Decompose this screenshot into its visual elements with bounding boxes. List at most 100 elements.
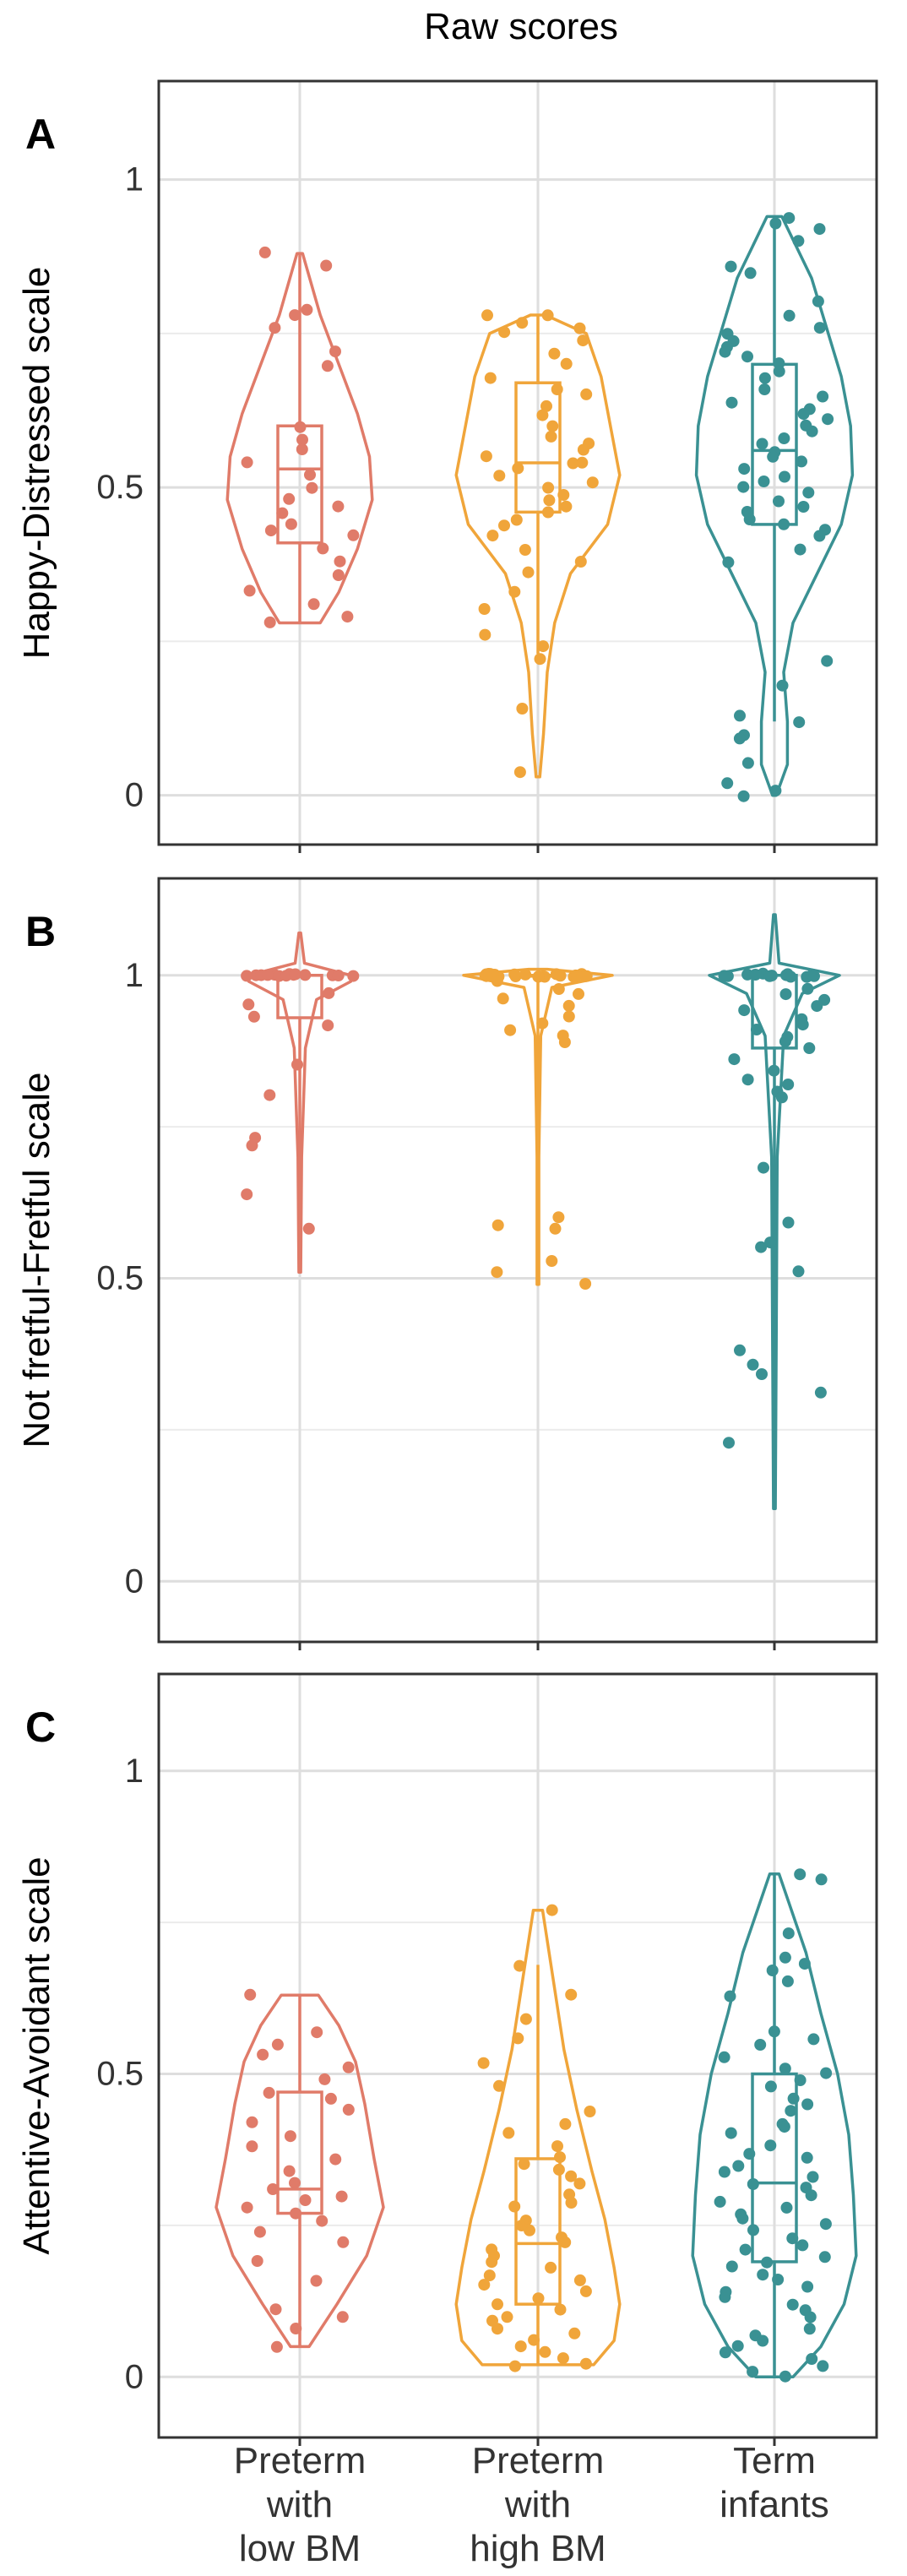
data-point xyxy=(290,2207,302,2220)
panel-border xyxy=(157,79,878,846)
data-point xyxy=(768,2025,780,2038)
box xyxy=(514,381,562,514)
data-point xyxy=(743,514,756,525)
data-point xyxy=(565,2197,578,2209)
data-point xyxy=(347,970,360,982)
panel-letter: B xyxy=(25,908,56,955)
panel-letter: C xyxy=(25,1704,56,1751)
data-point xyxy=(822,413,834,426)
y-tick-label: 0 xyxy=(125,1562,144,1600)
data-point xyxy=(478,603,491,615)
data-point xyxy=(329,2153,342,2166)
data-point xyxy=(299,969,312,981)
data-point xyxy=(306,481,318,494)
data-point xyxy=(776,679,789,692)
data-point xyxy=(552,983,565,995)
data-point xyxy=(573,2274,586,2286)
data-point xyxy=(276,507,289,519)
data-point xyxy=(785,970,797,983)
data-point xyxy=(741,351,753,363)
data-point xyxy=(794,2074,807,2086)
data-point xyxy=(318,2073,331,2085)
data-point xyxy=(571,970,583,982)
data-point xyxy=(814,1386,827,1399)
data-point xyxy=(335,2190,348,2203)
data-point xyxy=(244,1988,257,2001)
data-point xyxy=(778,518,790,530)
data-point xyxy=(299,2194,312,2206)
data-point xyxy=(757,2334,769,2347)
data-point xyxy=(301,303,313,316)
data-point xyxy=(271,2038,284,2051)
data-point xyxy=(320,259,333,272)
data-point xyxy=(818,2251,831,2264)
y-tick-label: 0 xyxy=(125,2358,144,2395)
data-point xyxy=(723,1437,735,1449)
data-point xyxy=(719,345,731,358)
data-point xyxy=(565,2170,578,2182)
data-point xyxy=(486,2256,498,2269)
data-point xyxy=(783,309,796,322)
data-point xyxy=(258,246,271,258)
data-point xyxy=(323,986,335,999)
data-point xyxy=(586,476,599,489)
x-tick-label-line: Preterm xyxy=(234,2440,366,2481)
data-point xyxy=(779,1951,791,1964)
data-point xyxy=(565,1988,578,2001)
data-point xyxy=(757,2269,769,2281)
data-point xyxy=(787,2092,800,2105)
data-point xyxy=(246,2116,258,2128)
data-point xyxy=(718,2166,730,2178)
data-point xyxy=(574,556,587,568)
series-2 xyxy=(454,1904,622,2372)
y-tick-label: 0.5 xyxy=(96,469,144,506)
data-point xyxy=(766,1965,779,1976)
data-point xyxy=(528,2334,540,2346)
data-point xyxy=(779,988,792,1001)
series-2 xyxy=(462,967,614,1290)
data-point xyxy=(819,2218,832,2231)
data-point xyxy=(573,2177,586,2190)
data-point xyxy=(513,1959,526,1972)
data-point xyxy=(545,430,557,443)
data-point xyxy=(737,790,750,802)
data-point xyxy=(253,2225,266,2238)
x-tick-label-line: infants xyxy=(720,2484,829,2525)
data-point xyxy=(559,2236,572,2248)
data-point xyxy=(769,217,782,230)
data-point xyxy=(803,1042,816,1054)
data-point xyxy=(263,616,276,628)
data-point xyxy=(785,2105,797,2117)
x-tick-label-line: with xyxy=(266,2484,333,2525)
x-tick-label-line: Term xyxy=(733,2440,816,2481)
data-point xyxy=(808,970,820,982)
data-point xyxy=(296,443,308,455)
data-point xyxy=(519,544,531,556)
data-point xyxy=(542,481,555,494)
data-point xyxy=(768,1064,780,1077)
data-point xyxy=(512,2032,524,2045)
data-point xyxy=(775,1091,788,1104)
data-point xyxy=(794,543,807,556)
panel-letter: A xyxy=(25,111,56,158)
data-point xyxy=(813,530,826,542)
data-point xyxy=(243,584,256,597)
data-point xyxy=(560,500,573,513)
data-point xyxy=(747,1358,759,1371)
data-point xyxy=(721,777,734,790)
data-point xyxy=(773,495,785,508)
data-point xyxy=(257,2048,269,2061)
data-point xyxy=(549,1222,562,1235)
data-point xyxy=(545,2261,557,2274)
data-point xyxy=(786,2298,799,2311)
panel-background xyxy=(159,878,877,1642)
data-point xyxy=(725,2127,737,2139)
data-point xyxy=(779,1035,791,1048)
data-point xyxy=(773,365,785,378)
data-point xyxy=(732,2160,745,2172)
data-point xyxy=(756,437,769,450)
data-point xyxy=(806,2353,818,2365)
data-point xyxy=(332,970,345,981)
data-point xyxy=(796,1019,809,1031)
violin-outline xyxy=(462,967,614,1286)
